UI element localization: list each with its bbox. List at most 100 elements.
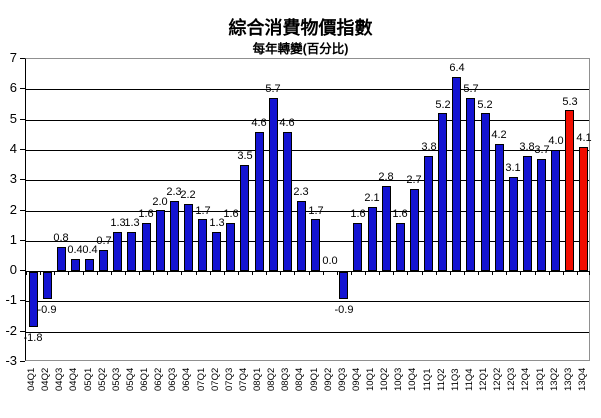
- bar-data-label: 1.6: [223, 208, 239, 220]
- bar: [382, 186, 391, 271]
- x-axis-tick-label: 11Q3: [450, 368, 461, 391]
- x-axis-tick-label: 12Q2: [492, 367, 503, 391]
- y-axis-tick-label: 6: [9, 80, 17, 95]
- x-axis-tick-label: 10Q2: [379, 367, 390, 391]
- x-axis-tick-label: 06Q4: [181, 367, 192, 391]
- x-axis-tick-label: 04Q1: [26, 367, 37, 391]
- bar: [368, 207, 377, 271]
- bar-data-label: 4.2: [491, 129, 507, 141]
- category-tick: [210, 271, 211, 275]
- x-axis-tick-label: 13Q1: [535, 367, 546, 391]
- category-tick: [520, 271, 521, 275]
- bar: [127, 232, 136, 271]
- bar: [565, 110, 574, 271]
- x-axis-tick-label: 10Q3: [393, 367, 404, 391]
- y-axis-tick-label: 1: [9, 232, 17, 247]
- x-axis-tick-label: 04Q2: [40, 367, 51, 391]
- gridline: [26, 301, 589, 302]
- bar-data-label: 2.0: [152, 196, 168, 208]
- bar-data-label: 4.1: [576, 132, 592, 144]
- plot-area: -1.8 -0.9 0.8 0.4 0.4 0.7 1.3 1.3 1.6 2.0 2.3 2.2 1.…: [23, 58, 592, 361]
- bar-data-label: 1.3: [209, 217, 225, 229]
- bar-data-label: 0.8: [53, 232, 69, 244]
- category-tick: [365, 271, 366, 275]
- bar: [71, 259, 80, 271]
- category-tick: [83, 271, 84, 275]
- bar: [466, 98, 475, 271]
- bar-data-label: 3.8: [519, 141, 535, 153]
- bar-data-label: 2.7: [406, 174, 422, 186]
- category-tick: [26, 271, 27, 275]
- y-axis-tick: [20, 119, 25, 120]
- bar: [85, 259, 94, 271]
- x-axis-tick-label: 04Q3: [54, 367, 65, 391]
- y-axis-tick-label: -2: [5, 323, 17, 338]
- category-tick: [407, 271, 408, 275]
- chart-title: 綜合消費物價指數: [228, 18, 373, 38]
- bar: [29, 272, 38, 327]
- category-tick: [589, 271, 590, 275]
- category-tick: [464, 271, 465, 275]
- bar-data-label: 5.2: [477, 99, 493, 111]
- bar-data-label: 1.6: [138, 208, 154, 220]
- x-axis-tick-label: 10Q1: [365, 367, 376, 391]
- x-axis-tick-label: 06Q1: [139, 367, 150, 391]
- bar: [198, 219, 207, 271]
- x-axis-tick-label: 09Q4: [351, 367, 362, 391]
- bar: [509, 177, 518, 271]
- bar: [156, 210, 165, 271]
- bar: [537, 159, 546, 271]
- bar-data-label: 1.3: [124, 217, 140, 229]
- bar: [283, 132, 292, 271]
- bar: [551, 150, 560, 271]
- x-axis-tick-label: 05Q4: [125, 367, 136, 391]
- y-axis-tick-label: 2: [9, 202, 17, 217]
- category-tick: [238, 271, 239, 275]
- category-tick: [478, 271, 479, 275]
- bar-data-label: -0.9: [37, 304, 57, 316]
- bar: [240, 165, 249, 271]
- bar-data-label: 4.0: [548, 135, 564, 147]
- x-axis-tick-label: 07Q2: [210, 367, 221, 391]
- gridline: [26, 211, 589, 212]
- bar-data-label: -0.9: [334, 304, 354, 316]
- y-axis-tick: [20, 331, 25, 332]
- bar: [410, 189, 419, 271]
- category-tick: [167, 271, 168, 275]
- x-axis-tick-label: 05Q2: [97, 367, 108, 391]
- bar-data-label: 0.4: [67, 244, 83, 256]
- bar-data-label: -1.8: [23, 332, 43, 344]
- bar: [269, 98, 278, 271]
- y-axis-tick-label: 5: [9, 111, 17, 126]
- category-tick: [309, 271, 310, 275]
- chart-subtitle: 每年轉變(百分比): [252, 42, 349, 56]
- category-tick: [111, 271, 112, 275]
- bar-data-label: 5.7: [463, 83, 479, 95]
- bar-data-label: 4.6: [251, 117, 267, 129]
- x-axis-tick-label: 05Q1: [83, 367, 94, 391]
- category-tick: [577, 271, 578, 275]
- category-tick: [492, 271, 493, 275]
- bar: [311, 219, 320, 271]
- category-tick: [422, 271, 423, 275]
- bar: [226, 223, 235, 271]
- y-axis-tick: [20, 179, 25, 180]
- gridline: [26, 150, 589, 151]
- x-axis-tick-label: 10Q4: [407, 367, 418, 391]
- category-tick: [54, 271, 55, 275]
- bar: [99, 250, 108, 271]
- bar-data-label: 1.6: [350, 208, 366, 220]
- x-axis-tick-label: 12Q3: [506, 367, 517, 391]
- bar-data-label: 2.2: [180, 189, 196, 201]
- bar: [424, 156, 433, 271]
- x-axis-tick-label: 04Q4: [68, 367, 79, 391]
- bar-data-label: 5.2: [435, 99, 451, 111]
- category-tick: [535, 271, 536, 275]
- x-axis-tick-label: 13Q2: [549, 367, 560, 391]
- x-axis-tick-label: 13Q3: [563, 367, 574, 391]
- bar: [396, 223, 405, 271]
- bar: [255, 132, 264, 271]
- y-axis-tick: [20, 361, 25, 362]
- category-tick: [323, 271, 324, 275]
